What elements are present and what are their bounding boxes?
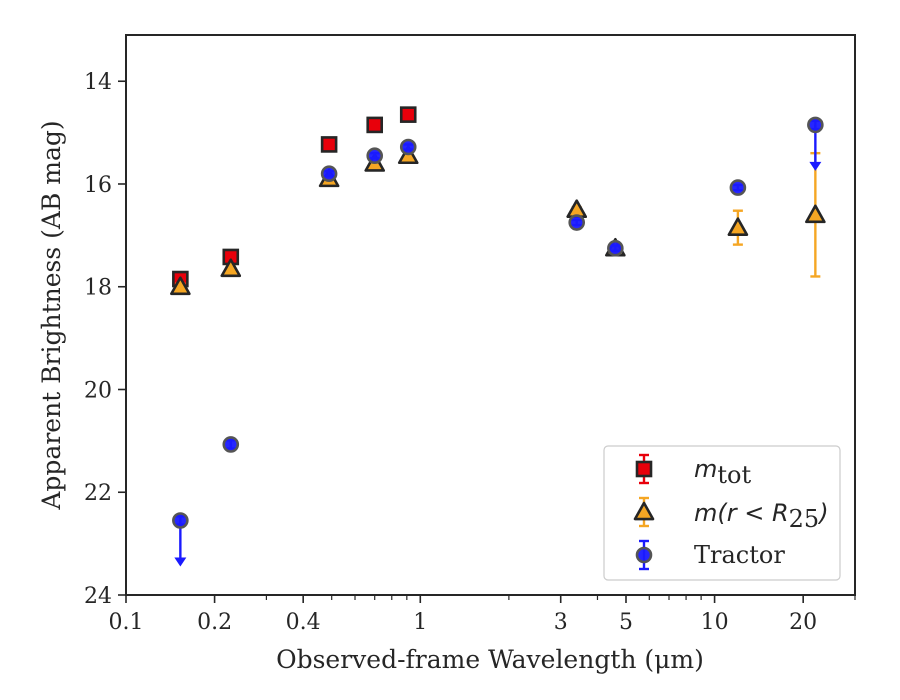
data-point <box>366 147 384 165</box>
data-point <box>220 258 242 278</box>
upper-limit-arrowhead <box>809 161 822 171</box>
x-tick-label: 0.4 <box>286 610 321 635</box>
legend-marker <box>635 546 653 564</box>
data-marks <box>170 106 826 567</box>
y-tick-label: 18 <box>84 276 112 301</box>
data-point <box>320 165 338 183</box>
y-tick-label: 24 <box>84 584 112 609</box>
upper-limit-arrowhead <box>174 557 187 567</box>
data-point <box>222 436 240 453</box>
y-tick-label: 20 <box>84 378 112 403</box>
data-point <box>568 214 586 231</box>
legend-frame <box>603 445 841 581</box>
y-tick-label: 22 <box>84 481 112 506</box>
x-tick-label: 5 <box>619 610 633 635</box>
data-point <box>727 217 749 236</box>
axis-ticks: 0.1 0.2 0.4 1 3 5 10 20 14 16 18 20 22 24 <box>84 70 856 635</box>
x-axis-label: Observed-frame Wavelength (μm) <box>276 645 704 674</box>
data-point <box>399 138 417 156</box>
y-tick-label: 16 <box>84 173 112 198</box>
x-tick-label: 1 <box>413 610 427 635</box>
y-axis-label: Apparent Brightness (AB mag) <box>37 120 66 510</box>
data-point <box>172 512 189 529</box>
legend-label-mtot: mtot <box>694 455 751 489</box>
legend-marker <box>633 501 655 521</box>
data-point <box>170 276 191 296</box>
x-tick-label: 0.2 <box>197 610 232 635</box>
data-point <box>805 204 826 224</box>
x-tick-label: 10 <box>701 610 729 635</box>
legend-keys <box>633 453 655 571</box>
legend-label-mr25: m(r < R25) <box>694 499 829 533</box>
x-tick-label: 20 <box>789 610 817 635</box>
legend-label-tractor: Tractor <box>694 541 785 569</box>
x-tick-label: 0.1 <box>109 610 144 635</box>
data-point <box>320 136 338 153</box>
data-point <box>729 179 747 196</box>
data-point <box>607 239 624 257</box>
legend: mtot m(r < R25) Tractor <box>603 445 841 581</box>
data-point <box>807 116 824 134</box>
data-point <box>366 116 384 134</box>
series-2 <box>172 116 824 567</box>
data-point <box>399 106 417 123</box>
x-tick-label: 3 <box>554 610 568 635</box>
y-tick-label: 14 <box>84 70 112 95</box>
legend-marker <box>635 460 653 478</box>
